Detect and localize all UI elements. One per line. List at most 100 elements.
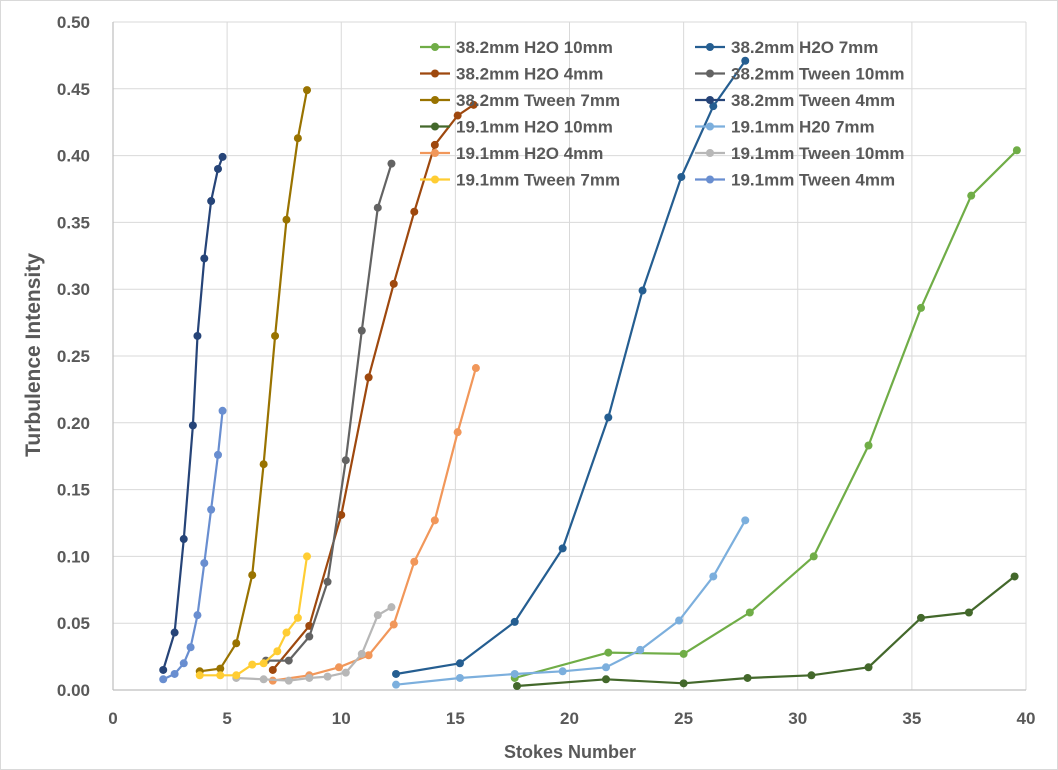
legend-label: 19.1mm Tween 7mm [456, 171, 620, 190]
x-tick-label: 20 [560, 709, 579, 728]
data-point [195, 671, 204, 680]
series-7 [513, 572, 1019, 690]
data-point [232, 639, 241, 648]
y-tick-label: 0.20 [57, 414, 90, 433]
data-point [303, 86, 312, 95]
data-point [284, 676, 293, 685]
data-point [510, 669, 519, 678]
data-point [638, 286, 647, 295]
data-point [170, 669, 179, 678]
data-point [430, 516, 439, 525]
data-point [303, 552, 312, 561]
data-point [268, 665, 277, 674]
data-point [410, 207, 419, 216]
data-point [373, 611, 382, 620]
y-tick-label: 0.05 [57, 614, 90, 633]
data-point [259, 659, 268, 668]
legend-swatch-marker [706, 43, 714, 51]
legend-swatch-marker [431, 149, 439, 157]
series-9 [268, 364, 480, 685]
data-point [602, 663, 611, 672]
data-point [709, 102, 718, 111]
legend-swatch-marker [706, 96, 714, 104]
legend-label: 19.1mm H2O 10mm [456, 118, 613, 137]
series-2 [392, 56, 750, 678]
legend-item: 19.1mm Tween 10mm [695, 144, 905, 163]
legend-item: 19.1mm Tween 4mm [695, 171, 895, 190]
series-11 [195, 552, 312, 680]
data-point [510, 617, 519, 626]
data-point [679, 649, 688, 658]
x-tick-label: 35 [902, 709, 921, 728]
data-point [357, 649, 366, 658]
x-axis-title: Stokes Number [504, 742, 636, 762]
legend-item: 19.1mm H2O 4mm [420, 144, 603, 163]
data-point [200, 559, 209, 568]
legend-swatch-marker [706, 69, 714, 78]
data-point [392, 680, 401, 689]
data-point [604, 413, 613, 422]
data-point [179, 659, 188, 668]
legend-swatch-marker [431, 69, 439, 78]
data-point [213, 450, 222, 459]
legend-label: 19.1mm H20 7mm [731, 118, 875, 137]
gridlines [113, 21, 1027, 690]
data-point [248, 660, 257, 669]
data-point [186, 643, 195, 652]
legend-label: 19.1mm Tween 10mm [731, 144, 905, 163]
axes: 0.00 0.05 0.10 0.15 0.20 0.25 0.30 0.35 0.40 0.45… [57, 13, 1036, 728]
data-point [323, 672, 332, 681]
data-point [455, 659, 464, 668]
legend-label: 38.2mm H2O 4mm [456, 65, 603, 84]
x-tick-label: 0 [108, 709, 117, 728]
y-tick-label: 0.00 [57, 681, 90, 700]
legend-item: 38.2mm H2O 10mm [420, 38, 613, 57]
legend-item: 19.1mm H2O 10mm [420, 118, 613, 137]
data-point [364, 373, 373, 382]
y-tick-label: 0.25 [57, 347, 90, 366]
data-point [193, 611, 202, 620]
data-point [284, 656, 293, 665]
data-point [218, 406, 227, 415]
data-point [864, 441, 873, 450]
data-point [392, 669, 401, 678]
data-point [364, 651, 373, 660]
data-point [410, 557, 419, 566]
x-tick-label: 40 [1017, 709, 1036, 728]
series-lines [159, 56, 1021, 690]
x-tick-label: 25 [674, 709, 693, 728]
legend-item: 19.1mm Tween 7mm [420, 171, 620, 190]
data-point [159, 675, 168, 684]
data-point [745, 608, 754, 617]
legend-label: 38.2mm Tween 4mm [731, 91, 895, 110]
data-point [679, 679, 688, 688]
legend-label: 38.2mm Tween 7mm [456, 91, 620, 110]
legend: 38.2mm H2O 10mm 38.2mm H2O 7mm 38.2mm H2O … [420, 38, 905, 190]
data-point [677, 172, 686, 181]
data-point [259, 675, 268, 684]
data-point [216, 664, 225, 673]
data-point [373, 203, 382, 212]
data-point [513, 681, 522, 690]
data-point [917, 303, 926, 312]
data-point [1012, 146, 1021, 155]
data-point [741, 516, 750, 525]
legend-label: 19.1mm H2O 4mm [456, 144, 603, 163]
data-point [558, 667, 567, 676]
data-point [323, 577, 332, 586]
data-point [602, 675, 611, 684]
data-point [964, 608, 973, 617]
data-point [282, 215, 291, 224]
data-point [213, 164, 222, 173]
data-point [216, 671, 225, 680]
legend-item: 38.2mm Tween 7mm [420, 91, 620, 110]
series-6 [159, 152, 227, 674]
legend-item: 38.2mm Tween 4mm [695, 91, 895, 110]
x-tick-label: 30 [788, 709, 807, 728]
data-point [387, 603, 396, 612]
x-tick-label: 10 [332, 709, 351, 728]
data-point [232, 671, 241, 680]
legend-item: 38.2mm Tween 10mm [695, 65, 905, 84]
